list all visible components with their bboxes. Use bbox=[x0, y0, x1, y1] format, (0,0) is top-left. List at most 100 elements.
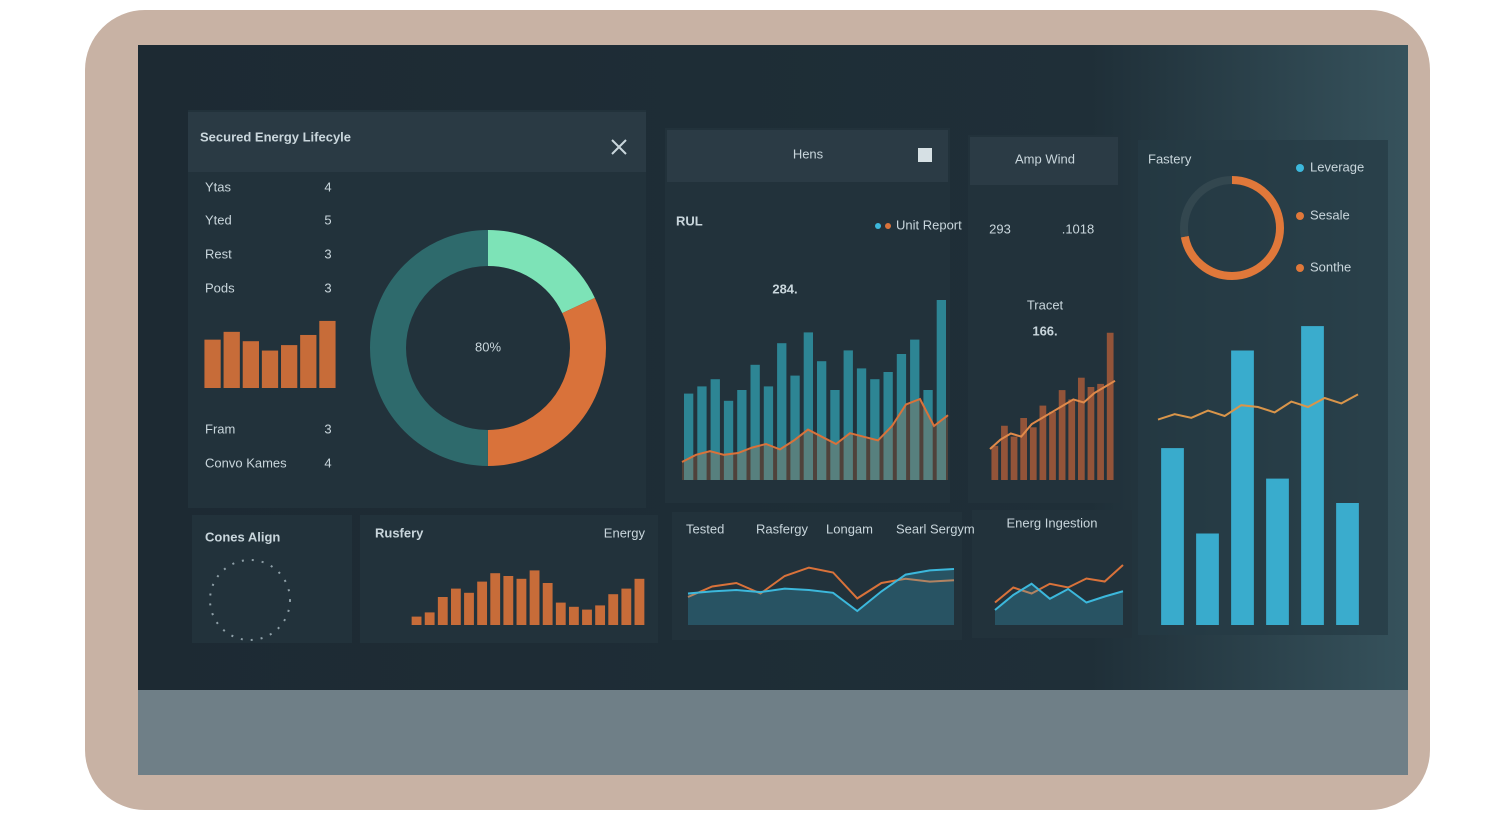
lock-icon[interactable] bbox=[918, 148, 932, 162]
bar bbox=[936, 300, 947, 480]
list-value: 4 bbox=[324, 455, 331, 470]
tab[interactable]: Longam bbox=[826, 521, 873, 536]
header-bar bbox=[970, 137, 1118, 185]
bar bbox=[856, 368, 867, 480]
legend-label: Sesale bbox=[1310, 207, 1350, 222]
bar bbox=[1029, 427, 1037, 480]
bar bbox=[437, 597, 448, 625]
list-label: Fram bbox=[205, 421, 235, 436]
bar bbox=[608, 594, 619, 625]
bar bbox=[242, 341, 259, 388]
panel bbox=[672, 512, 962, 640]
bar bbox=[816, 361, 827, 480]
bar bbox=[464, 592, 474, 625]
area bbox=[995, 583, 1123, 625]
line bbox=[687, 566, 955, 600]
bar bbox=[737, 390, 747, 480]
list-value: 3 bbox=[324, 421, 331, 436]
panel-title: Fastery bbox=[1148, 151, 1192, 166]
header-bar bbox=[667, 130, 948, 182]
legend-dot bbox=[1296, 164, 1304, 172]
bar bbox=[1196, 533, 1219, 625]
bar bbox=[697, 386, 707, 480]
bar bbox=[870, 379, 880, 480]
donut-segment bbox=[370, 230, 606, 466]
bar bbox=[542, 583, 553, 625]
bar bbox=[1231, 350, 1254, 625]
legend-label: Sonthe bbox=[1310, 259, 1351, 274]
bar bbox=[991, 445, 999, 480]
bar bbox=[503, 576, 514, 625]
panel-title: Cones Align bbox=[205, 529, 280, 544]
close-icon[interactable] bbox=[611, 139, 627, 155]
line bbox=[681, 397, 949, 463]
list-label: Yted bbox=[205, 212, 232, 227]
list-label: Rest bbox=[205, 246, 232, 261]
bar bbox=[723, 400, 734, 480]
bar bbox=[763, 386, 774, 480]
bar bbox=[923, 390, 933, 480]
bar bbox=[281, 345, 298, 388]
bar bbox=[830, 390, 840, 480]
bar bbox=[204, 339, 221, 388]
bar bbox=[477, 581, 488, 625]
bar bbox=[319, 320, 336, 388]
tab[interactable]: Rasfergy bbox=[756, 521, 809, 536]
panel-title: Secured Energy Lifecyle bbox=[200, 129, 351, 144]
stat-caption: Tracet bbox=[1027, 297, 1064, 312]
line bbox=[687, 568, 955, 613]
line bbox=[994, 582, 1124, 611]
line bbox=[994, 564, 1124, 604]
header-label: Hens bbox=[793, 146, 824, 161]
bar bbox=[555, 602, 566, 625]
headline-value: 284. bbox=[772, 281, 797, 296]
bar bbox=[710, 379, 720, 480]
bar bbox=[1087, 387, 1095, 480]
tab[interactable]: Searl Sergym bbox=[896, 521, 975, 536]
legend-dot bbox=[885, 223, 891, 229]
bar bbox=[1039, 405, 1047, 480]
bar bbox=[516, 578, 527, 625]
bar bbox=[1161, 448, 1184, 625]
bar bbox=[1001, 425, 1008, 480]
bar bbox=[1010, 436, 1018, 480]
donut-center: 80% bbox=[475, 339, 501, 354]
bar bbox=[223, 331, 240, 388]
bar bbox=[568, 606, 579, 625]
list-value: 4 bbox=[324, 179, 331, 194]
bar bbox=[595, 605, 606, 625]
legend-dot bbox=[1296, 264, 1304, 272]
line bbox=[1157, 393, 1359, 421]
header-label: Amp Wind bbox=[1015, 151, 1075, 166]
panel bbox=[192, 515, 352, 643]
bar bbox=[777, 343, 787, 480]
stat-value: 293 bbox=[989, 221, 1011, 236]
bar bbox=[1077, 377, 1085, 480]
list-label: Ytas bbox=[205, 179, 232, 194]
bar bbox=[300, 334, 317, 388]
legend-dot bbox=[875, 223, 881, 229]
bar bbox=[910, 339, 920, 480]
panel bbox=[972, 510, 1132, 638]
bar bbox=[1049, 411, 1056, 480]
bar bbox=[1097, 383, 1104, 480]
bar bbox=[621, 588, 632, 625]
bar bbox=[750, 364, 760, 480]
list-label: Convo Kames bbox=[205, 455, 287, 470]
tab[interactable]: Tested bbox=[686, 521, 724, 536]
donut-segment bbox=[370, 230, 606, 466]
bar bbox=[490, 573, 501, 625]
bar bbox=[1106, 332, 1114, 480]
bar bbox=[634, 578, 645, 625]
stat-value: .1018 bbox=[1062, 221, 1095, 236]
list-value: 5 bbox=[324, 212, 331, 227]
donut-segment bbox=[1180, 176, 1284, 280]
bar bbox=[843, 350, 853, 480]
legend-label: Unit Report bbox=[896, 217, 962, 232]
bar bbox=[261, 350, 279, 388]
bar bbox=[1301, 326, 1324, 625]
bar bbox=[1020, 418, 1028, 480]
list-value: 3 bbox=[324, 280, 331, 295]
bar bbox=[450, 588, 461, 625]
